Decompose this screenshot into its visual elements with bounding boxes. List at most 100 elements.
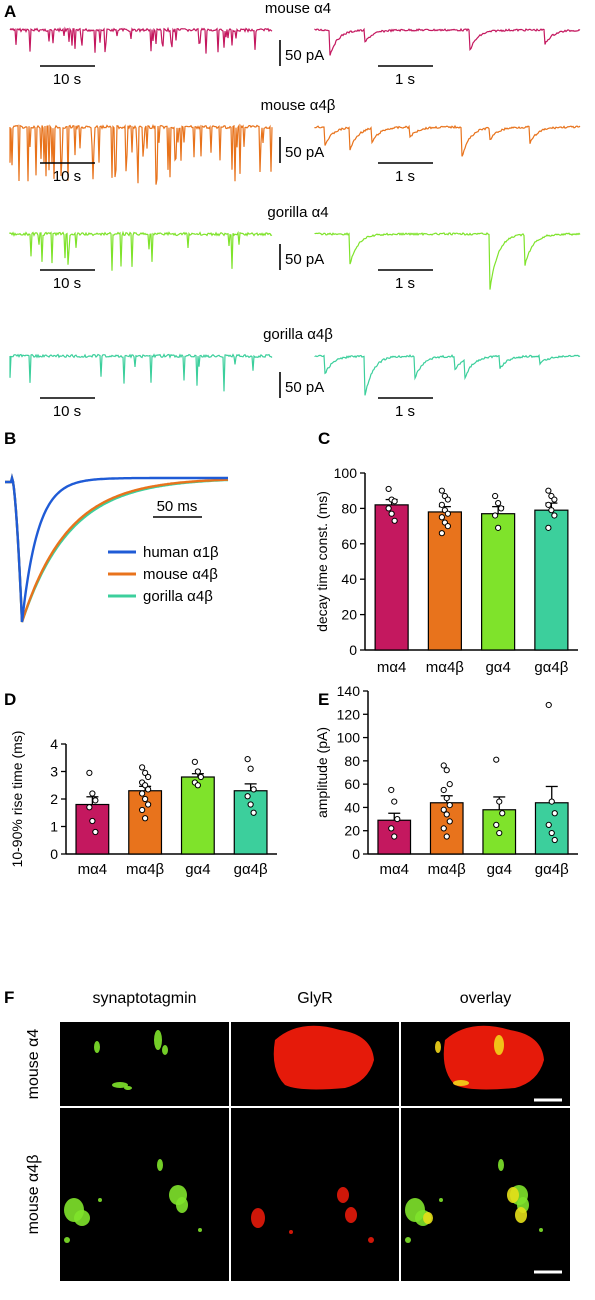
data-point	[545, 821, 552, 828]
x-tick-label: gα4	[485, 659, 510, 676]
data-point	[443, 795, 450, 802]
row-label: mouse α4β	[25, 1155, 42, 1235]
short-trace	[314, 353, 581, 396]
bar	[75, 803, 110, 855]
data-point	[244, 756, 251, 763]
data-point	[142, 815, 149, 822]
data-point	[86, 769, 93, 776]
panel-letter: D	[4, 690, 16, 709]
puncta	[157, 1159, 163, 1171]
bar	[481, 513, 516, 651]
data-point	[247, 801, 254, 808]
data-point	[438, 487, 445, 494]
data-point	[499, 810, 506, 817]
data-point	[444, 523, 451, 530]
legend-label: gorilla α4β	[143, 588, 213, 605]
data-point	[443, 767, 450, 774]
data-point	[142, 782, 149, 789]
data-point	[139, 806, 146, 814]
bar	[427, 511, 462, 651]
panel-f-micrographs: synaptotagmin GlyR overlay mouse α4 mouse α4…	[25, 990, 570, 1281]
panel-letter-f: F	[4, 988, 14, 1007]
long-scale-label: 10 s	[53, 71, 81, 88]
x-tick-label: gα4β	[535, 861, 569, 878]
y-axis-label: amplitude (pA)	[314, 727, 330, 818]
data-point	[440, 825, 447, 832]
data-point	[86, 804, 93, 811]
data-point	[145, 786, 152, 793]
x-tick-label: mα4	[377, 659, 407, 676]
data-point	[551, 810, 558, 817]
x-tick-label: mα4	[78, 861, 108, 878]
long-trace	[9, 353, 273, 392]
short-scale-label: 1 s	[395, 403, 415, 420]
x-tick-label: gα4β	[534, 659, 568, 676]
data-point	[551, 512, 558, 519]
puncta	[74, 1210, 90, 1226]
puncta	[176, 1197, 188, 1213]
trace-title: gorilla α4	[267, 204, 328, 221]
data-point	[548, 507, 555, 514]
panel-letter-a: A	[4, 2, 16, 21]
x-tick-label: mα4	[379, 861, 409, 878]
panel-b: 50 ms human α1β mouse α4β gorilla α4β	[5, 473, 229, 623]
panel-letter: C	[318, 429, 330, 448]
data-point	[438, 501, 445, 508]
puncta	[98, 1198, 102, 1202]
puncta	[423, 1212, 433, 1224]
data-point	[545, 501, 552, 508]
y-axis-label: decay time const. (ms)	[314, 491, 330, 632]
data-point	[145, 773, 152, 781]
puncta	[368, 1237, 374, 1243]
panel-letter-b: B	[4, 429, 16, 448]
y-tick-label: 60	[341, 536, 357, 552]
bar	[233, 790, 268, 855]
data-point	[545, 701, 552, 709]
time-scale-label: 50 ms	[157, 498, 198, 515]
puncta	[439, 1198, 443, 1202]
data-point	[548, 829, 555, 837]
data-point	[446, 802, 453, 809]
data-point	[191, 758, 198, 765]
chart-d-rise-time: D 0 1 2 3 4 10-90% rise time (ms) mα4 mα4β gα4 gα4…	[4, 690, 277, 878]
bar	[377, 819, 412, 855]
puncta	[162, 1045, 168, 1055]
data-point	[444, 496, 451, 503]
y-tick-label: 40	[341, 571, 357, 587]
puncta	[94, 1041, 100, 1053]
data-point	[492, 492, 499, 500]
y-tick-label: 0	[352, 846, 360, 862]
data-point	[492, 512, 499, 519]
row-label: mouse α4	[25, 1029, 42, 1100]
short-scale-label: 1 s	[395, 275, 415, 292]
x-tick-label: mα4β	[428, 861, 467, 878]
short-scale-label: 1 s	[395, 168, 415, 185]
puncta	[435, 1041, 441, 1053]
short-scale-label: 1 s	[395, 71, 415, 88]
column-label: synaptotagmin	[92, 990, 196, 1007]
panel-a: mouse α4 10 s 1 s 50 pA mouse α4β 10 s 1 s 50 p…	[9, 0, 581, 420]
column-label: GlyR	[297, 990, 333, 1007]
data-point	[250, 809, 257, 816]
y-tick-label: 80	[344, 753, 360, 769]
data-point	[495, 524, 502, 531]
data-point	[545, 487, 552, 494]
puncta	[198, 1228, 202, 1232]
amplitude-scale-label: 50 pA	[285, 379, 324, 396]
trace-title: mouse α4	[265, 0, 331, 17]
amplitude-scale-label: 50 pA	[285, 144, 324, 161]
x-tick-label: gα4β	[234, 861, 268, 878]
data-point	[438, 514, 445, 521]
data-point	[244, 793, 251, 800]
data-point	[385, 505, 392, 512]
y-tick-label: 3	[50, 764, 58, 780]
y-tick-label: 4	[50, 736, 58, 752]
puncta	[494, 1035, 504, 1055]
y-tick-label: 80	[341, 500, 357, 516]
puncta	[337, 1187, 349, 1203]
long-scale-label: 10 s	[53, 275, 81, 292]
data-point	[498, 505, 505, 512]
data-point	[391, 517, 398, 524]
